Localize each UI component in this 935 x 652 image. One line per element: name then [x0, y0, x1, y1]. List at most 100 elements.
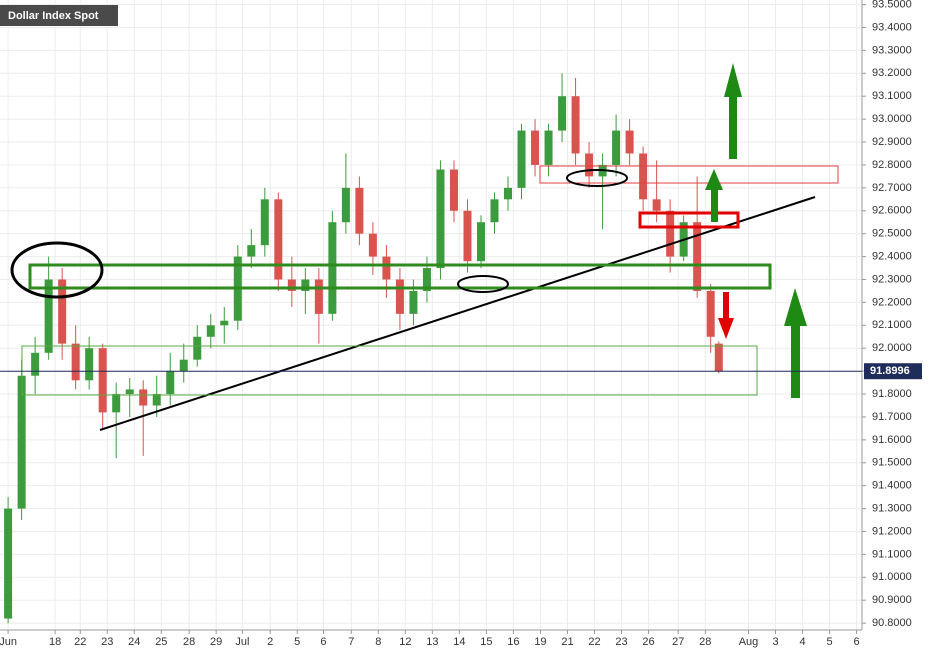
- candle-body: [585, 153, 594, 177]
- circle: [566, 169, 628, 187]
- y-tick-label: 92.6000: [872, 205, 912, 217]
- y-tick-label: 93.2000: [872, 67, 912, 79]
- x-tick-label: 19: [534, 636, 546, 648]
- candle-body: [409, 290, 418, 314]
- x-tick-label: 29: [210, 636, 222, 648]
- x-tick-label: 15: [480, 636, 492, 648]
- candle-body: [612, 130, 621, 165]
- candle-body: [706, 290, 715, 337]
- candle-body: [166, 371, 175, 395]
- arrows: [718, 292, 734, 339]
- x-tick-label: 4: [799, 636, 805, 648]
- x-tick-label: Jun: [0, 636, 17, 648]
- candle-body: [368, 233, 377, 257]
- candle-body: [490, 199, 499, 223]
- x-tick-label: 22: [74, 636, 86, 648]
- y-tick-label: 91.8000: [872, 388, 912, 400]
- y-tick-label: 92.3000: [872, 273, 912, 285]
- candle-body: [558, 96, 567, 131]
- candle-body: [422, 268, 431, 291]
- y-tick-label: 93.5000: [872, 0, 912, 10]
- x-tick-label: Aug: [739, 636, 759, 648]
- x-tick-label: 2: [267, 636, 273, 648]
- candle-body: [287, 279, 296, 291]
- x-tick-label: 24: [128, 636, 140, 648]
- zone: [638, 211, 740, 229]
- candle-body: [85, 348, 94, 381]
- grid: [0, 0, 862, 630]
- candle-body: [436, 169, 445, 269]
- y-tick-label: 92.7000: [872, 182, 912, 194]
- arrow: [711, 188, 718, 222]
- candle-body: [31, 352, 40, 376]
- candle-body: [625, 130, 634, 154]
- y-tick-label: 91.6000: [872, 434, 912, 446]
- y-tick-label: 92.1000: [872, 319, 912, 331]
- candle-body: [504, 187, 513, 200]
- candle-body: [44, 279, 53, 353]
- candle-body: [531, 130, 540, 165]
- y-tick-label: 92.4000: [872, 250, 912, 262]
- x-tick-label: 25: [155, 636, 167, 648]
- y-tick-label: 91.4000: [872, 480, 912, 492]
- y-tick-label: 91.3000: [872, 502, 912, 514]
- arrow: [724, 63, 742, 97]
- x-tick-label: 5: [827, 636, 833, 648]
- candles: [4, 73, 723, 624]
- trend-line: [99, 196, 816, 431]
- candle-body: [652, 199, 661, 211]
- zone: [539, 165, 839, 184]
- x-tick-label: 21: [561, 636, 573, 648]
- arrow: [791, 324, 800, 398]
- x-tick-label: 3: [772, 636, 778, 648]
- candle-body: [274, 199, 283, 280]
- y-tick-label: 92.8000: [872, 159, 912, 171]
- candle-body: [666, 210, 675, 257]
- arrow: [705, 169, 723, 190]
- y-tick-label: 93.0000: [872, 113, 912, 125]
- candle-body: [571, 96, 580, 154]
- y-tick-label: 93.4000: [872, 21, 912, 33]
- candle-body: [17, 375, 26, 509]
- candle-body: [71, 343, 80, 381]
- candle-body: [639, 153, 648, 200]
- y-tick-label: 92.0000: [872, 342, 912, 354]
- y-tick-label: 90.9000: [872, 594, 912, 606]
- last-price-tag: [864, 363, 922, 380]
- arrow: [729, 95, 737, 159]
- y-tick-label: 91.0000: [872, 571, 912, 583]
- candle-body: [125, 389, 134, 395]
- x-tick-label: 14: [453, 636, 465, 648]
- x-tick-label: Jul: [235, 636, 249, 648]
- candle-body: [328, 222, 337, 314]
- x-tick-label: 28: [183, 636, 195, 648]
- x-tick-label: 6: [320, 636, 326, 648]
- arrow: [718, 318, 734, 339]
- x-tick-label: 7: [348, 636, 354, 648]
- x-tick-label: 27: [672, 636, 684, 648]
- candle-body: [260, 199, 269, 246]
- zone: [28, 263, 772, 290]
- candle-body: [139, 389, 148, 406]
- circle: [10, 241, 104, 299]
- arrow: [723, 292, 729, 320]
- candle-body: [206, 325, 215, 337]
- candle-body: [382, 256, 391, 280]
- x-tick-label: 23: [101, 636, 113, 648]
- x-tick-label: 8: [375, 636, 381, 648]
- title-box: [0, 5, 118, 26]
- y-tick-label: 92.9000: [872, 136, 912, 148]
- y-tick-label: 92.2000: [872, 296, 912, 308]
- candle-body: [463, 210, 472, 262]
- x-tick-label: 26: [642, 636, 654, 648]
- candle-body: [355, 187, 364, 234]
- x-tick-label: 28: [699, 636, 711, 648]
- y-tick-label: 91.7000: [872, 411, 912, 423]
- x-tick-label: 18: [49, 636, 61, 648]
- y-tick-label: 91.1000: [872, 548, 912, 560]
- y-tick-label: 91.2000: [872, 525, 912, 537]
- candle-body: [449, 169, 458, 211]
- y-tick-label: 93.3000: [872, 44, 912, 56]
